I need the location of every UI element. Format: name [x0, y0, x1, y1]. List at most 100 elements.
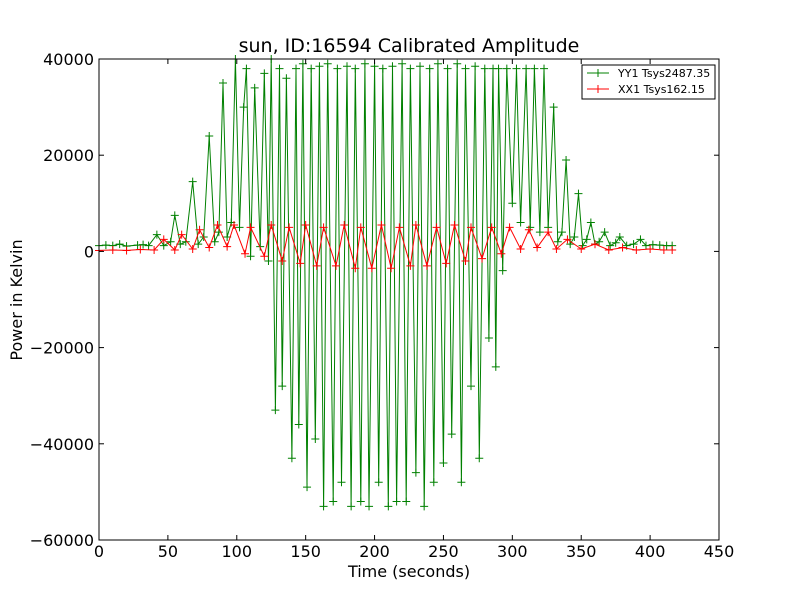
data-point [484, 333, 493, 342]
y-axis: −60000 −40000 −20000 0 20000 40000 [30, 50, 719, 550]
data-point [508, 199, 517, 208]
legend: YY1 Tsys2487.35 XX1 Tsys162.15 [581, 64, 716, 100]
data-point [115, 240, 124, 249]
data-point [467, 223, 475, 232]
x-tick-label: 250 [428, 542, 459, 561]
data-point [108, 245, 117, 254]
data-point [505, 223, 514, 232]
data-point [646, 244, 655, 253]
legend-label: YY1 Tsys2487.35 [617, 67, 710, 80]
data-point [512, 64, 521, 73]
data-point [471, 62, 480, 71]
data-point [264, 257, 273, 266]
x-tick-label: 200 [359, 542, 390, 561]
data-point [570, 232, 579, 241]
chart-title: sun, ID:16594 Calibrated Amplitude [239, 35, 580, 57]
legend-marker [594, 85, 602, 93]
data-point [239, 103, 248, 112]
data-point [606, 241, 615, 250]
data-point [285, 223, 294, 232]
y-tick-label: −20000 [30, 339, 94, 358]
data-point [439, 459, 448, 468]
data-point [595, 237, 604, 246]
data-point [139, 240, 148, 249]
data-point [356, 497, 365, 506]
data-point [319, 223, 328, 232]
data-point [159, 235, 168, 244]
data-point [329, 497, 338, 506]
data-point [246, 252, 255, 261]
data-point [177, 230, 186, 239]
data-point [150, 245, 159, 254]
data-point [323, 59, 332, 68]
data-point [457, 478, 466, 487]
data-point [398, 59, 407, 68]
data-point [294, 420, 303, 429]
x-axis-label: Time (seconds) [347, 562, 470, 581]
data-point [152, 230, 161, 239]
data-point [498, 266, 507, 275]
data-point [343, 62, 351, 71]
data-point [275, 64, 284, 73]
data-point [535, 228, 544, 237]
data-point [429, 478, 438, 487]
data-point [360, 59, 369, 68]
data-point [450, 220, 459, 229]
data-point [374, 478, 383, 487]
data-point [586, 218, 595, 227]
data-point [213, 220, 222, 229]
data-point [478, 254, 487, 263]
data-point [416, 62, 425, 71]
data-point [648, 240, 657, 249]
x-axis: 0 50 100 150 200 250 300 350 400 450 [94, 59, 734, 561]
y-axis-label: Power in Kelvin [7, 239, 26, 360]
data-point [659, 245, 668, 254]
series-yy1 [95, 55, 677, 511]
data-point [600, 228, 609, 237]
data-point [301, 220, 310, 229]
data-point [303, 483, 312, 492]
data-point [315, 62, 324, 71]
x-tick-label: 0 [94, 542, 104, 561]
data-point [641, 241, 650, 250]
data-point [170, 211, 179, 220]
data-point [340, 220, 349, 229]
x-tick-label: 300 [497, 542, 528, 561]
data-point [122, 246, 131, 255]
x-tick-label: 50 [158, 542, 178, 561]
data-point [406, 64, 415, 73]
data-point [250, 83, 259, 92]
data-point [557, 228, 566, 237]
data-point [282, 74, 291, 83]
data-point [351, 264, 360, 273]
legend-label: XX1 Tsys162.15 [618, 83, 705, 96]
data-point [487, 223, 496, 232]
data-point [136, 245, 145, 254]
data-point [522, 64, 531, 73]
data-point [655, 241, 664, 250]
data-point [425, 64, 434, 73]
data-point [166, 237, 175, 246]
data-point [260, 69, 269, 78]
data-point [347, 502, 356, 511]
data-point [101, 241, 110, 250]
x-tick-label: 450 [704, 542, 735, 561]
data-point [411, 468, 420, 477]
data-point [331, 261, 340, 270]
x-tick-label: 150 [290, 542, 321, 561]
data-point [461, 257, 470, 266]
y-tick-label: 0 [84, 242, 94, 261]
y-tick-label: −40000 [30, 435, 94, 454]
data-point [618, 243, 627, 252]
data-point [524, 225, 533, 234]
data-point [516, 218, 525, 227]
data-point [311, 434, 320, 443]
data-point [337, 478, 346, 487]
data-point [377, 220, 386, 229]
series-xx1 [95, 220, 677, 273]
data-point [246, 223, 255, 232]
y-tick-label: −60000 [30, 531, 94, 550]
data-point [194, 240, 203, 249]
data-point [210, 237, 219, 246]
